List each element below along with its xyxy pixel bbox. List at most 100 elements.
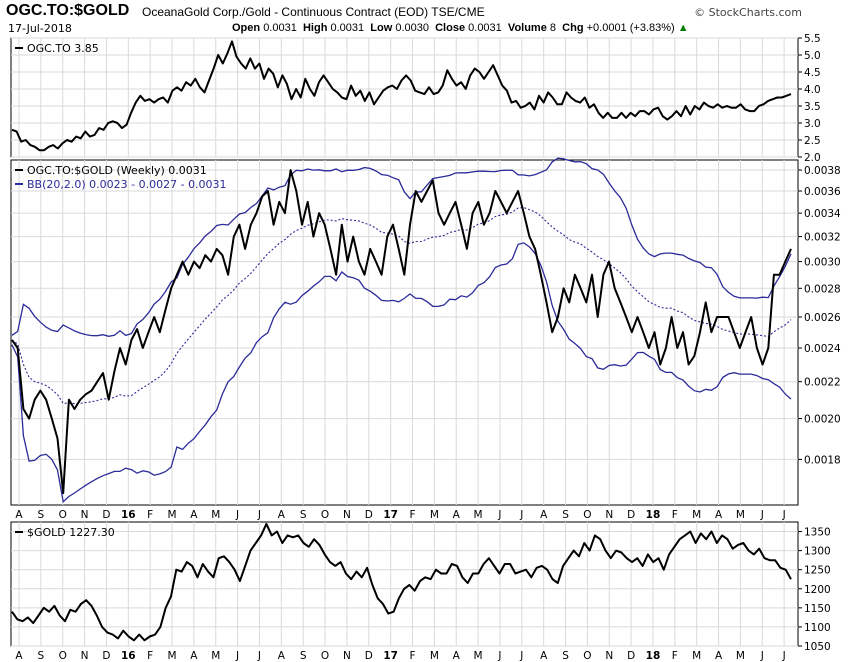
x-tick-label: O [583, 650, 591, 662]
y-tick-label: 2.0 [804, 152, 821, 164]
panel-legend: OGC.TO:$GOLD (Weekly) 0.0031 [27, 164, 207, 177]
price-line [11, 40, 792, 152]
x-tick-label: M [430, 509, 439, 521]
price-line [11, 522, 792, 642]
x-tick-label: S [38, 509, 45, 521]
price-line [11, 169, 792, 495]
y-tick-label: 1150 [804, 603, 831, 615]
volume-label: Volume [507, 22, 547, 34]
chart-date: 17-Jul-2018 [8, 22, 72, 35]
y-tick-label: 0.0028 [804, 283, 841, 295]
y-tick-label: 3.5 [804, 101, 821, 113]
x-tick-label: M [692, 509, 701, 521]
x-tick-label: N [605, 650, 613, 662]
y-tick-label: 0.0022 [804, 377, 841, 389]
x-tick-label: N [81, 509, 89, 521]
y-tick-label: 2.5 [804, 135, 821, 147]
x-tick-label: M [430, 650, 439, 662]
high-label: High [302, 22, 328, 34]
x-tick-label: N [81, 650, 89, 662]
x-tick-label: A [453, 650, 461, 662]
x-tick-label: 16 [121, 650, 136, 662]
x-tick-label: D [365, 650, 373, 662]
y-tick-label: 0.0038 [804, 165, 841, 177]
bb-legend: BB(20,2.0) 0.0023 - 0.0027 - 0.0031 [27, 178, 227, 191]
x-tick-label: A [715, 509, 723, 521]
panel-frame [10, 37, 799, 158]
x-tick-label: 16 [121, 509, 136, 521]
y-tick-label: 0.0024 [804, 343, 841, 355]
x-tick-label: A [15, 509, 23, 521]
chg-label: Chg [562, 22, 584, 34]
x-tick-label: M [167, 509, 176, 521]
y-tick-label: 4.5 [804, 67, 821, 79]
bb-lower-band [11, 242, 792, 503]
y-tick-label: 0.0034 [804, 208, 841, 220]
x-tick-label: O [59, 650, 67, 662]
bb-middle-band [11, 206, 792, 405]
x-tick-label: M [692, 650, 701, 662]
x-tick-label: D [627, 650, 635, 662]
x-tick-label: J [235, 650, 239, 662]
x-tick-label: A [278, 650, 286, 662]
brand-logo[interactable]: © StockCharts.com [694, 6, 802, 19]
y-tick-label: 1100 [804, 622, 831, 634]
volume-value: 8 [549, 22, 557, 34]
x-tick-label: J [760, 650, 764, 662]
x-tick-label: J [519, 650, 523, 662]
x-tick-label: F [672, 509, 678, 521]
x-tick-label: M [474, 509, 483, 521]
y-tick-label: 0.0020 [804, 414, 841, 426]
x-tick-label: O [583, 509, 591, 521]
x-tick-label: 17 [383, 650, 398, 662]
bb-upper-band [11, 157, 792, 337]
open-label: Open [232, 22, 261, 34]
y-tick-label: 0.0026 [804, 312, 841, 324]
x-tick-label: 18 [646, 650, 661, 662]
chg-value: +0.0001 (+3.83%) [586, 22, 675, 34]
x-tick-label: J [497, 509, 501, 521]
x-tick-label: A [453, 509, 461, 521]
x-tick-label: S [300, 650, 307, 662]
y-tick-label: 1050 [804, 641, 831, 653]
y-tick-label: 4.0 [804, 84, 821, 96]
x-tick-label: J [782, 650, 786, 662]
x-tick-label: J [782, 509, 786, 521]
y-tick-label: 3.0 [804, 118, 821, 130]
y-tick-label: 5.5 [804, 33, 821, 45]
x-tick-label: O [59, 509, 67, 521]
x-tick-label: N [605, 509, 613, 521]
x-tick-label: A [540, 509, 548, 521]
high-value: 0.0031 [330, 22, 365, 34]
x-tick-label: F [147, 650, 153, 662]
x-tick-label: F [672, 650, 678, 662]
y-tick-label: 1350 [804, 527, 831, 539]
x-tick-label: J [760, 509, 764, 521]
x-tick-label: M [736, 509, 745, 521]
y-tick-label: 0.0032 [804, 232, 841, 244]
x-tick-label: F [409, 650, 415, 662]
y-tick-label: 1300 [804, 546, 831, 558]
x-tick-label: N [343, 509, 351, 521]
x-tick-label: D [102, 509, 110, 521]
x-tick-label: O [321, 509, 329, 521]
x-tick-label: O [321, 650, 329, 662]
y-tick-label: 1250 [804, 565, 831, 577]
x-tick-label: M [736, 650, 745, 662]
chg-up-arrow-icon: ▲ [677, 22, 689, 34]
x-tick-label: M [211, 650, 220, 662]
x-tick-label: J [235, 509, 239, 521]
x-tick-label: N [343, 650, 351, 662]
x-tick-label: M [167, 650, 176, 662]
x-tick-label: A [190, 650, 198, 662]
y-tick-label: 0.0018 [804, 454, 841, 466]
x-tick-label: M [474, 650, 483, 662]
low-label: Low [370, 22, 393, 34]
x-tick-label: D [102, 650, 110, 662]
panel-frame [10, 159, 799, 506]
x-tick-label: A [15, 650, 23, 662]
open-value: 0.0031 [263, 22, 297, 34]
x-tick-label: J [519, 509, 523, 521]
